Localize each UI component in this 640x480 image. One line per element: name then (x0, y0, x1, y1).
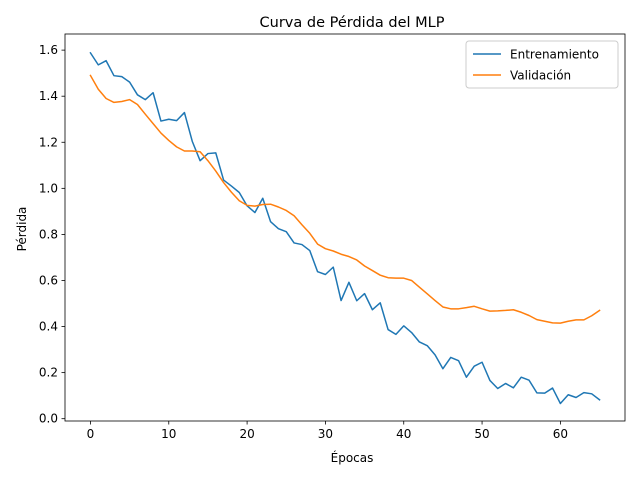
y-tick-label: 1.0 (39, 181, 58, 195)
y-tick-label: 1.4 (39, 89, 58, 103)
x-tick-label: 40 (396, 427, 411, 441)
chart-title: Curva de Pérdida del MLP (260, 15, 445, 31)
y-tick-label: 1.2 (39, 135, 58, 149)
x-tick-label: 60 (553, 427, 568, 441)
plot-frame (64, 33, 626, 422)
x-tick-label: 20 (239, 427, 254, 441)
x-tick-label: 0 (87, 427, 95, 441)
legend-box (465, 40, 619, 89)
series-line-2 (89, 74, 601, 324)
x-tick-label: 50 (474, 427, 489, 441)
y-tick-label: 0.4 (39, 320, 58, 334)
y-tick-label: 0.6 (39, 273, 58, 287)
y-tick-label: 1.6 (39, 43, 58, 57)
y-axis-label: Pérdida (15, 207, 29, 252)
y-tick-label: 0.0 (39, 412, 58, 426)
series-line-1 (89, 51, 601, 405)
legend: Entrenamiento Validación (465, 40, 619, 89)
legend-label-2: Validación (510, 69, 571, 83)
y-tick-label: 0.2 (39, 366, 58, 380)
x-tick-label: 30 (318, 427, 333, 441)
y-tick-label: 0.8 (39, 227, 58, 241)
plot-area: 0 10 20 30 40 50 60 0.0 0.2 0.4 0.6 0.8 1.0 1.2 1.4 1.6… (39, 33, 626, 441)
x-axis-label: Épocas (331, 450, 374, 465)
x-tick-label: 10 (161, 427, 176, 441)
legend-label-1: Entrenamiento (510, 48, 599, 62)
